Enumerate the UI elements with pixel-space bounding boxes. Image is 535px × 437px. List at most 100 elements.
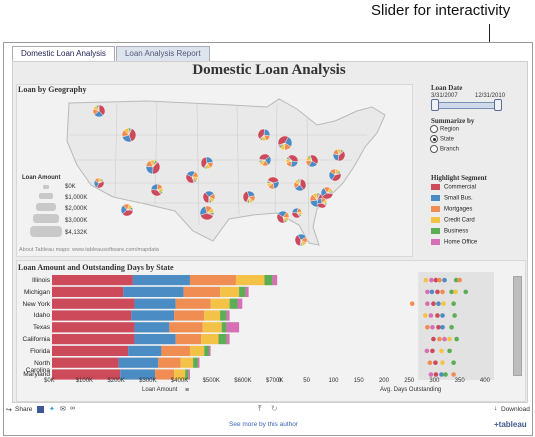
download-icon[interactable]: ↓ xyxy=(494,405,498,412)
dot-point xyxy=(447,336,452,342)
state-pie xyxy=(145,159,161,175)
state-pie xyxy=(328,168,342,182)
map-panel[interactable]: Loan Amount $0K $1,000K $2,000K $3,000K … xyxy=(16,84,413,257)
download-label[interactable]: Download xyxy=(501,406,530,413)
bottom-section-title: Loan Amount and Outstanding Days by Stat… xyxy=(18,263,174,272)
tab-loan-analysis-report[interactable]: Loan Analysis Report xyxy=(115,46,210,61)
bar-segment xyxy=(123,286,184,297)
dot-point xyxy=(449,289,454,295)
tab-domestic-loan-analysis[interactable]: Domestic Loan Analysis xyxy=(12,46,115,61)
state-pie xyxy=(185,170,199,184)
dot-point xyxy=(431,301,436,306)
segment-title: Highlight Segment xyxy=(431,174,487,182)
dot-x-tick: 300 xyxy=(429,378,440,384)
radio-state-icon[interactable] xyxy=(430,135,438,143)
state-label: Illinois xyxy=(31,277,50,284)
bar-segment xyxy=(221,322,227,333)
bar-segment xyxy=(174,310,205,321)
pie-slice xyxy=(326,192,334,195)
state-pie xyxy=(202,190,216,204)
facebook-icon[interactable] xyxy=(37,406,44,413)
loan-date-slider-track[interactable] xyxy=(433,102,500,109)
radio-region[interactable]: Region xyxy=(430,125,459,133)
map-section-title: Loan by Geography xyxy=(18,85,87,94)
dot-x-tick: 350 xyxy=(454,378,465,384)
radio-branch-icon[interactable] xyxy=(430,145,438,153)
state-label: North Carolina xyxy=(25,359,50,374)
radio-branch[interactable]: Branch xyxy=(430,145,459,153)
pie-slice xyxy=(338,150,345,156)
dot-point xyxy=(433,277,439,283)
state-label: Texas xyxy=(33,324,50,332)
size-legend-title: Loan Amount xyxy=(22,175,61,181)
dot-point xyxy=(441,301,446,306)
email-icon[interactable]: ✉ xyxy=(60,406,66,413)
bar-segment xyxy=(188,369,190,380)
scroll-bar[interactable] xyxy=(513,276,522,376)
bar-segment xyxy=(131,310,175,321)
legend-credit-card[interactable]: Credit Card xyxy=(431,217,475,224)
pie-slice xyxy=(246,196,250,204)
radio-region-icon[interactable] xyxy=(430,125,438,133)
dot-point xyxy=(423,277,429,283)
pie-slice xyxy=(128,127,132,136)
legend-mortgages[interactable]: Mortgages xyxy=(431,206,472,213)
state-pie xyxy=(242,190,256,204)
days-outstanding-dot-plot[interactable] xyxy=(278,272,523,388)
bar-segment xyxy=(134,298,176,309)
pie-slice xyxy=(316,193,321,201)
legend-small-bus[interactable]: Small Bus. xyxy=(431,195,473,202)
pie-slice xyxy=(287,156,293,162)
bar-segment xyxy=(155,369,175,380)
revert-icon[interactable]: ⤒ xyxy=(258,404,262,413)
dot-point xyxy=(437,336,442,342)
bar-segment xyxy=(174,369,186,380)
state-label: Maryland xyxy=(23,371,50,379)
size-legend-3000: $3,000K xyxy=(65,218,88,224)
map-credit-link[interactable]: About Tableau maps: www.tableausoftware.… xyxy=(19,247,159,253)
tableau-logo[interactable]: +tableau xyxy=(494,420,527,429)
state-pie xyxy=(257,128,271,142)
see-more-link[interactable]: See more by this author xyxy=(229,421,299,428)
refresh-icon[interactable]: ↻ xyxy=(271,404,278,413)
pie-slice xyxy=(206,212,215,217)
bar-segment xyxy=(134,322,170,333)
dot-point xyxy=(423,313,428,318)
loan-date-start: 3/31/2007 xyxy=(431,93,458,99)
size-legend-shapes xyxy=(30,185,62,237)
dot-point xyxy=(440,325,445,330)
radio-state[interactable]: State xyxy=(430,135,454,143)
legend-business[interactable]: Business xyxy=(431,228,468,235)
loan-date-end: 12/31/2010 xyxy=(475,93,506,99)
state-pie xyxy=(266,176,280,190)
bar-segment xyxy=(183,286,221,297)
share-icon[interactable]: ↪ xyxy=(6,407,12,414)
dot-point xyxy=(463,289,469,295)
state-pie xyxy=(199,205,215,221)
state-pie xyxy=(121,127,137,143)
bar-segment xyxy=(220,286,240,297)
dot-point xyxy=(451,372,456,377)
bar-segment xyxy=(226,310,230,321)
bar-x-tick: $400K xyxy=(170,378,189,384)
twitter-icon[interactable]: ✦ xyxy=(49,406,55,413)
sort-icon[interactable]: ≡ xyxy=(185,387,190,394)
us-map-outline xyxy=(66,98,386,246)
dot-x-axis-label: Avg. Days Outstanding xyxy=(380,387,442,393)
stacked-bar-chart[interactable] xyxy=(50,272,280,388)
bar-x-tick: $500K xyxy=(202,378,220,384)
dot-point xyxy=(424,348,430,354)
slider-start-handle[interactable] xyxy=(431,99,439,111)
bar-segment xyxy=(201,334,219,345)
dot-point xyxy=(442,336,447,342)
legend-commercial[interactable]: Commercial xyxy=(431,184,476,191)
pie-slice xyxy=(126,208,134,211)
state-pie-markers[interactable] xyxy=(17,85,412,256)
slider-end-handle[interactable] xyxy=(494,99,502,111)
state-label: Michigan xyxy=(23,288,50,296)
share-label[interactable]: Share xyxy=(15,406,33,413)
link-icon[interactable]: ∞ xyxy=(70,405,75,412)
legend-home-office[interactable]: Home Office xyxy=(431,239,477,246)
bar-segment xyxy=(158,357,181,368)
pie-slice xyxy=(321,202,327,206)
